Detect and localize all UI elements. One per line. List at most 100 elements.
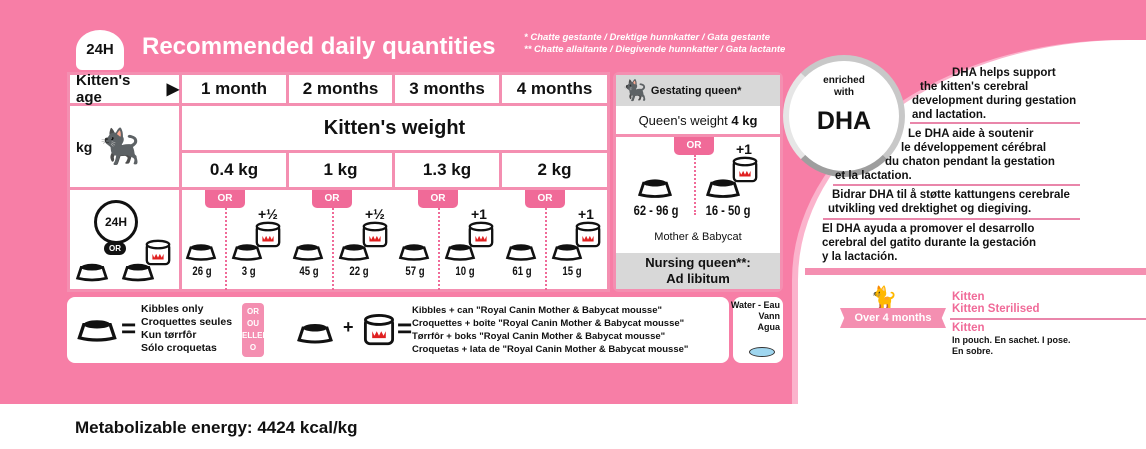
can-icon	[574, 220, 602, 248]
product-kitten-pouch: Kitten	[952, 322, 985, 334]
arrow-right-icon: ▶	[166, 81, 179, 98]
plus-sign: +	[343, 317, 354, 337]
dha-badge-text-1: enriched	[823, 75, 865, 86]
age-label-text: Kitten's age	[76, 72, 131, 106]
mix-amount: 3 g	[241, 264, 256, 278]
can-quantity: +1	[736, 141, 752, 157]
or-badge: OR	[418, 190, 458, 208]
queen-panel: 🐈‍⬛ Gestating queen* Queen's weight 4 kg …	[613, 72, 783, 292]
dha-text-no: Bidrar DHA til å støtte kattungens cereb…	[828, 189, 1070, 215]
bowl-icon	[504, 240, 538, 262]
bowl-icon	[295, 319, 335, 345]
age-2: 2 months	[289, 75, 395, 106]
pouch-description: In pouch. En sachet. I pose. En sobre.	[952, 335, 1071, 356]
kibbles-only-text: Kibbles only Croquettes seules Kun tørrfôr…	[141, 303, 233, 354]
water-panel: Water - Eau Vann Agua	[730, 297, 783, 363]
feeding-legend-cell: 24H OR	[70, 190, 182, 289]
nursing-queen-amount: Ad libitum	[666, 271, 730, 286]
divider	[694, 155, 696, 215]
age-4: 4 months	[502, 75, 607, 106]
footnote-2: ** Chatte allaitante / Diegivende hunnka…	[524, 44, 786, 55]
divider	[910, 122, 1080, 124]
equals-sign: =	[121, 313, 137, 343]
dha-badge: enriched with DHA	[783, 55, 905, 177]
divider	[833, 184, 1080, 186]
mix-amount: 15 g	[562, 264, 582, 278]
can-icon	[361, 220, 389, 248]
pink-band	[805, 268, 1146, 275]
dha-text-en: DHA helps support the kitten's cerebral de…	[912, 67, 1077, 121]
or-badge: OR	[205, 190, 245, 208]
dha-badge-text-2: with	[834, 87, 854, 98]
can-quantity: +1	[578, 206, 594, 222]
dha-text-es: El DHA ayuda a promover el desarrollo cer…	[822, 223, 1037, 263]
mix-amount: 10 g	[455, 264, 475, 278]
mix-amount: 16 - 50 g	[705, 202, 751, 218]
can-quantity: +½	[365, 206, 385, 222]
weight-2: 1 kg	[289, 153, 395, 190]
divider	[225, 208, 227, 290]
bowl-icon	[75, 315, 119, 343]
footnotes: * Chatte gestante / Drektige hunnkatter …	[524, 32, 785, 56]
kitten-icon: 🐈	[870, 285, 898, 310]
product-kitten-sterilised: Kitten Sterilised	[952, 303, 1040, 315]
queen-title: Gestating queen*	[650, 84, 742, 97]
equals-sign: =	[397, 313, 413, 343]
legend-panel: = Kibbles only Croquettes seules Kun tørrf…	[67, 297, 729, 363]
water-bowl-icon	[749, 347, 775, 357]
or-badge: OR OU ELLER O	[242, 303, 268, 357]
kg-label: kg	[76, 138, 93, 155]
or-badge: OR	[312, 190, 352, 208]
weight-1: 0.4 kg	[182, 153, 289, 190]
footnote-1: * Chatte gestante / Drektige hunnkatter …	[524, 32, 771, 43]
weight-3: 1.3 kg	[395, 153, 502, 190]
age-3: 3 months	[395, 75, 502, 106]
kibbles-amount: 26 g	[192, 264, 212, 278]
weight-4: 2 kg	[502, 153, 607, 190]
kibbles-amount: 62 - 96 g	[633, 202, 679, 218]
queen-weight-label: Queen's weight	[638, 112, 728, 128]
page-title: Recommended daily quantities	[142, 33, 496, 60]
divider	[438, 208, 440, 290]
scale-icon-cell: kg 🐈‍⬛	[70, 106, 182, 190]
cat-on-scale-icon: 🐈‍⬛	[98, 127, 141, 166]
weight-label: Kitten's weight	[182, 106, 607, 153]
can-icon	[144, 238, 172, 266]
or-badge: OR	[674, 137, 714, 155]
bowl-icon	[74, 260, 110, 282]
bowl-icon	[636, 175, 674, 199]
lying-cat-icon: 🐈‍⬛	[622, 80, 647, 102]
nursing-queen-label: Nursing queen**:	[645, 255, 751, 270]
24h-badge: 24H	[76, 30, 124, 70]
over-4-months-ribbon: Over 4 months	[840, 308, 946, 328]
can-icon	[467, 220, 495, 248]
kibbles-amount: 61 g	[512, 264, 532, 278]
water-text: Water - Eau Vann Agua	[730, 300, 780, 332]
divider	[545, 208, 547, 290]
can-icon	[731, 155, 759, 183]
can-quantity: +1	[471, 206, 487, 222]
queen-weight-value: 4 kg	[731, 112, 758, 128]
queen-weight: Queen's weight 4 kg	[616, 106, 780, 137]
age-label: Kitten's age ▶	[70, 72, 182, 106]
dha-text-fr: Le DHA aide à soutenir le développement c…	[835, 128, 1055, 182]
kibbles-amount: 57 g	[405, 264, 425, 278]
mix-amount: 22 g	[349, 264, 369, 278]
divider	[332, 208, 334, 290]
product-kitten: Kitten	[952, 291, 985, 303]
can-icon	[254, 220, 282, 248]
clock-icon: 24H	[94, 200, 138, 244]
or-badge: OR	[525, 190, 565, 208]
age-1: 1 month	[182, 75, 289, 106]
or-badge: OR	[104, 242, 126, 255]
bowl-icon	[184, 240, 218, 262]
product-name: Mother & Babycat	[654, 231, 742, 243]
nursing-queen: Nursing queen**: Ad libitum	[616, 253, 780, 289]
kibbles-amount: 45 g	[299, 264, 319, 278]
bowl-icon	[397, 240, 431, 262]
queen-header: 🐈‍⬛ Gestating queen*	[616, 75, 780, 106]
divider	[823, 218, 1080, 220]
can-icon	[362, 311, 396, 347]
kibbles-can-text: Kibbles + can "Royal Canin Mother & Baby…	[412, 305, 689, 355]
metabolizable-energy: Metabolizable energy: 4424 kcal/kg	[75, 418, 358, 437]
